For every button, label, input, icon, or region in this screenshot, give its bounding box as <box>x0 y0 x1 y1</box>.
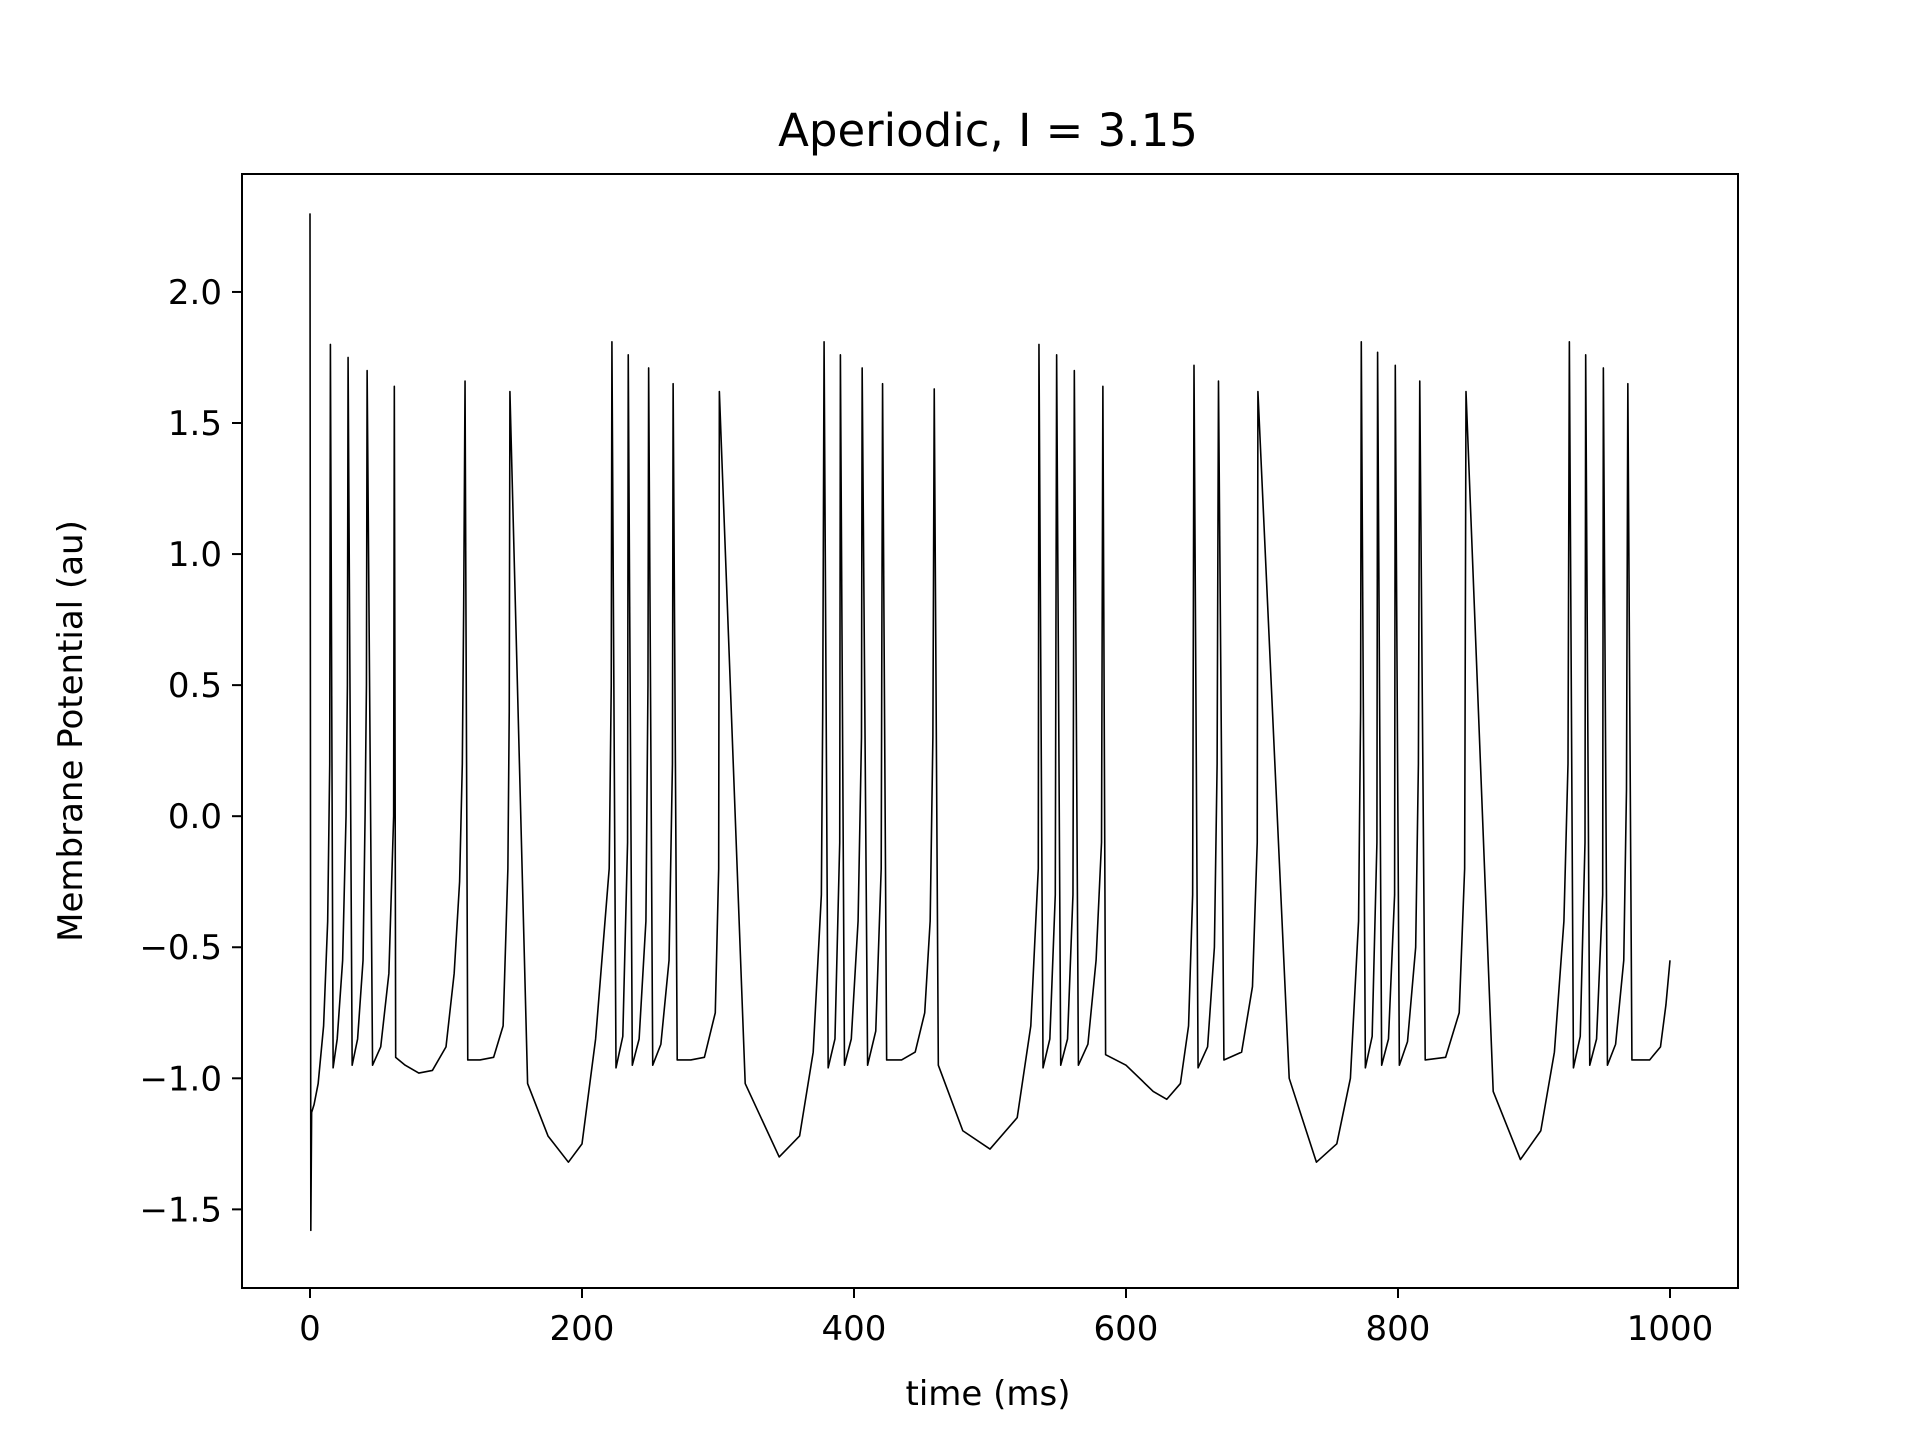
y-tick-label: 0.5 <box>168 666 222 706</box>
x-tick-label: 0 <box>299 1309 321 1349</box>
y-tick-label: 2.0 <box>168 273 222 313</box>
y-axis-label: Membrane Potential (au) <box>51 520 91 942</box>
y-tick-label: 1.0 <box>168 535 222 575</box>
x-tick-label: 400 <box>822 1309 887 1349</box>
chart-title: Aperiodic, I = 3.15 <box>778 104 1198 157</box>
axes-frame <box>241 173 1739 1289</box>
y-tick-label: −1.5 <box>139 1190 222 1230</box>
y-tick-label: −0.5 <box>139 928 222 968</box>
x-tick-label: 200 <box>550 1309 615 1349</box>
x-tick-label: 1000 <box>1627 1309 1714 1349</box>
x-axis-label: time (ms) <box>906 1374 1071 1414</box>
x-tick-label: 600 <box>1094 1309 1159 1349</box>
y-axis: −1.5 −1.0 −0.5 0.0 0.5 1.0 1.5 2.0 <box>139 273 242 1230</box>
y-tick-label: 0.0 <box>168 797 222 837</box>
x-axis: 0 200 400 600 800 1000 <box>299 1288 1713 1349</box>
y-tick-label: 1.5 <box>168 404 222 444</box>
y-tick-label: −1.0 <box>139 1059 222 1099</box>
plot-area <box>309 213 1671 1232</box>
x-tick-label: 800 <box>1366 1309 1431 1349</box>
series-line-membrane-potential <box>309 213 1671 1232</box>
